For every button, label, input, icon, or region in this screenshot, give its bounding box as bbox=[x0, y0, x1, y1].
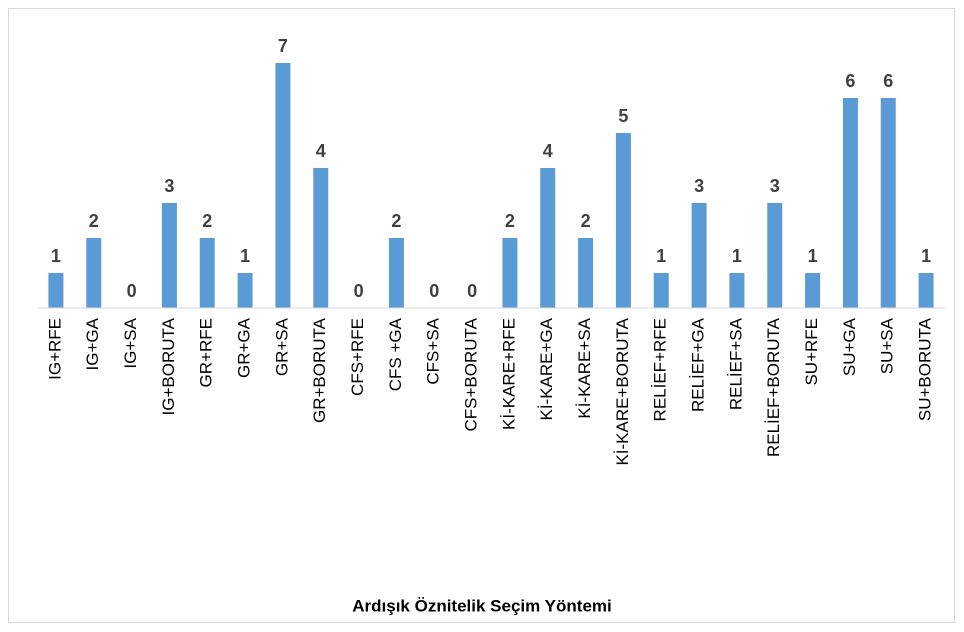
bar bbox=[918, 273, 934, 308]
x-tick-label: Kİ-KARE+SA bbox=[575, 317, 594, 418]
data-label: 4 bbox=[316, 141, 326, 161]
bar bbox=[805, 273, 821, 308]
bar bbox=[578, 238, 594, 308]
bar bbox=[880, 98, 896, 308]
bar bbox=[615, 133, 631, 308]
x-tick-label: IG+BORUTA bbox=[159, 317, 178, 415]
data-label: 1 bbox=[656, 246, 666, 266]
bar bbox=[502, 238, 518, 308]
data-label: 6 bbox=[845, 71, 855, 91]
data-label: 0 bbox=[429, 281, 439, 301]
x-tick-label: CFS+RFE bbox=[348, 318, 367, 396]
data-label: 2 bbox=[89, 211, 99, 231]
data-label: 7 bbox=[278, 36, 288, 56]
bar bbox=[767, 203, 783, 308]
x-tick-label: SU+BORUTA bbox=[916, 317, 935, 421]
data-label: 4 bbox=[543, 141, 553, 161]
data-label: 0 bbox=[127, 281, 137, 301]
x-tick-label: CFS+SA bbox=[424, 317, 443, 384]
data-label: 2 bbox=[581, 211, 591, 231]
x-tick-label: RELİEF+BORUTA bbox=[764, 317, 783, 457]
x-tick-label: Kİ-KARE+RFE bbox=[499, 318, 518, 430]
x-tick-label: GR+GA bbox=[235, 317, 254, 378]
data-label: 1 bbox=[808, 246, 818, 266]
bar bbox=[540, 168, 556, 308]
x-tick-label: IG+GA bbox=[83, 317, 102, 370]
x-tick-label: RELİEF+SA bbox=[726, 317, 745, 410]
data-label: 1 bbox=[921, 246, 931, 266]
bar bbox=[842, 98, 858, 308]
data-label: 2 bbox=[202, 211, 212, 231]
data-label: 5 bbox=[618, 106, 628, 126]
x-axis-title: Ardışık Öznitelik Seçim Yöntemi bbox=[352, 596, 612, 615]
data-label: 3 bbox=[164, 176, 174, 196]
data-label: 2 bbox=[505, 211, 515, 231]
x-tick-label: SU+SA bbox=[878, 317, 897, 374]
x-tick-label: SU+GA bbox=[840, 317, 859, 376]
x-tick-label: GR+SA bbox=[272, 317, 291, 376]
data-label: 6 bbox=[883, 71, 893, 91]
chart-frame bbox=[8, 8, 955, 623]
x-tick-label: SU+RFE bbox=[802, 318, 821, 386]
x-tick-label: Kİ-KARE+GA bbox=[537, 317, 556, 420]
x-tick-label: Kİ-KARE+BORUTA bbox=[613, 317, 632, 465]
data-label: 1 bbox=[51, 246, 61, 266]
x-tick-label: CFS+BORUTA bbox=[462, 317, 481, 431]
data-label: 0 bbox=[467, 281, 477, 301]
bar bbox=[691, 203, 707, 308]
x-tick-label: IG+SA bbox=[121, 317, 140, 368]
bar bbox=[237, 273, 253, 308]
bar bbox=[48, 273, 64, 308]
bar bbox=[729, 273, 745, 308]
bar bbox=[275, 63, 291, 308]
x-tick-label: RELİEF+RFE bbox=[651, 318, 670, 421]
data-label: 3 bbox=[770, 176, 780, 196]
data-label: 2 bbox=[391, 211, 401, 231]
x-tick-label: GR+RFE bbox=[197, 318, 216, 387]
data-label: 3 bbox=[694, 176, 704, 196]
data-label: 0 bbox=[354, 281, 364, 301]
x-tick-label: RELİEF+GA bbox=[689, 317, 708, 412]
bar bbox=[86, 238, 102, 308]
x-tick-label: GR+BORUTA bbox=[310, 317, 329, 423]
data-label: 1 bbox=[732, 246, 742, 266]
bar bbox=[313, 168, 329, 308]
bar bbox=[199, 238, 215, 308]
x-tick-label: IG+RFE bbox=[45, 318, 64, 380]
bar bbox=[653, 273, 669, 308]
x-tick-label: CFS +GA bbox=[386, 317, 405, 391]
bar bbox=[161, 203, 177, 308]
bar bbox=[388, 238, 404, 308]
data-label: 1 bbox=[240, 246, 250, 266]
